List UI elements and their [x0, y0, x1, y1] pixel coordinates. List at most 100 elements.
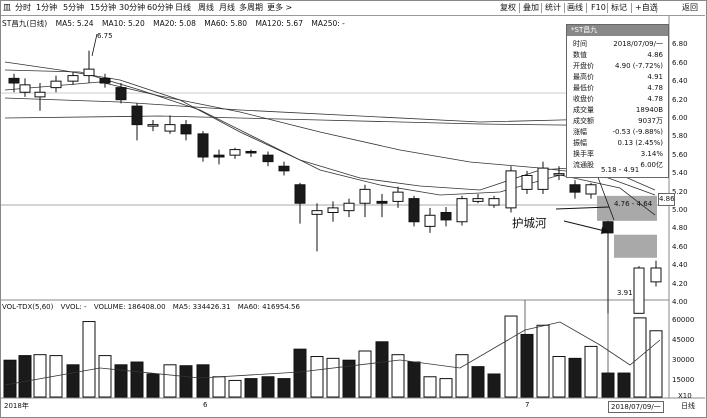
volume-bar	[98, 355, 112, 398]
volume-bar	[455, 354, 469, 398]
panel-row-low: 最低价 4.78	[573, 84, 663, 92]
candle-body	[229, 149, 241, 156]
tab-5min[interactable]: 5分钟	[63, 3, 85, 12]
volume-bar	[584, 345, 598, 398]
fuquan-button[interactable]: 复权	[500, 3, 516, 12]
volume-bar	[375, 341, 389, 398]
candle-body	[505, 170, 517, 209]
tab-daily[interactable]: 日线	[175, 3, 191, 12]
mark-button[interactable]: 标记	[611, 3, 627, 12]
volume-bar	[326, 357, 340, 398]
candle-body	[359, 188, 371, 204]
moat-annotation: 护城河	[512, 216, 547, 230]
candle-body	[327, 207, 339, 213]
panel-row-amplitude: 振幅 0.13 (2.45%)	[573, 139, 663, 147]
draw-button[interactable]: 画线	[567, 3, 583, 12]
ma-line-1	[4, 69, 656, 216]
volume-bar	[196, 364, 210, 398]
tab-30min[interactable]: 30分钟	[119, 3, 146, 12]
ma60-value: MA60: 5.80	[204, 19, 248, 28]
ma120-value: MA120: 5.67	[255, 19, 303, 28]
volume-bar	[228, 379, 242, 398]
moat-arrowhead	[601, 227, 609, 234]
candle-body	[456, 198, 468, 223]
volume-bar	[633, 317, 647, 398]
candle-body	[392, 191, 404, 202]
volume-ma-line	[4, 321, 661, 386]
f10-button[interactable]: F10	[591, 3, 606, 12]
tab-multi-period[interactable]: 多周期	[239, 3, 263, 12]
panel-row-turnover: 换手率 3.14%	[573, 150, 663, 158]
zoom-label: X10	[678, 392, 692, 400]
candle-body	[650, 267, 662, 283]
volume-bar	[439, 378, 453, 398]
volume-bar	[520, 333, 534, 398]
x-label-june: 6	[203, 401, 208, 409]
gap-range-lower: 4.76 - 4.64	[614, 200, 653, 208]
volume-bar	[649, 330, 663, 398]
candle-body	[343, 202, 355, 212]
volume-bar	[277, 378, 291, 398]
panel-row-open: 开盘价 4.90 (-7.72%)	[573, 62, 663, 70]
tab-60min[interactable]: 60分钟	[147, 3, 174, 12]
volume-bar	[568, 357, 582, 398]
candle-body	[115, 87, 127, 101]
ma-legend: ST昌九(日线) MA5: 5.24 MA10: 5.20 MA20: 5.08…	[2, 18, 351, 29]
overlay-button[interactable]: 叠加	[523, 3, 539, 12]
candle-body	[440, 212, 452, 221]
gap-range-upper: 5.18 - 4.91	[601, 166, 640, 174]
volume-bar	[261, 376, 275, 398]
volume-bar	[487, 373, 501, 398]
volume-bar	[114, 364, 128, 398]
volume-bar	[617, 372, 631, 398]
moat-arrow	[563, 220, 610, 233]
panel-row-change: 涨幅 -0.53 (-9.88%)	[573, 128, 663, 136]
volume-bar	[310, 356, 324, 398]
cursor-price-badge: 4.86	[658, 193, 675, 206]
tb-icon[interactable]: 皿	[3, 3, 11, 12]
vol-ma5-value: MA5: 334426.31	[172, 303, 231, 311]
candle-body	[131, 105, 143, 126]
high-pointer	[91, 33, 98, 57]
candle-body	[311, 210, 323, 215]
stock-name: ST昌九(日线)	[2, 19, 48, 28]
candle-body	[19, 84, 31, 93]
vvol-value: VVOL: -	[60, 303, 87, 311]
x-label-july: 7	[525, 401, 530, 409]
tab-more[interactable]: 更多 >	[267, 3, 293, 12]
add-watchlist-button[interactable]: +自选	[635, 3, 658, 12]
ma-line-2	[4, 81, 656, 196]
volume-bar	[130, 361, 144, 398]
volume-bar	[33, 354, 47, 398]
candle-body	[408, 198, 420, 223]
volume-bar	[342, 359, 356, 398]
tab-1min[interactable]: 1分钟	[36, 3, 58, 12]
volume-bar	[601, 372, 615, 398]
candle-body	[553, 173, 565, 176]
x-label-start: 2018年	[4, 402, 29, 410]
candle-body	[521, 175, 533, 190]
ma20-value: MA20: 5.08	[153, 19, 196, 28]
candle-body	[569, 184, 581, 193]
tab-15min[interactable]: 15分钟	[90, 3, 117, 12]
tab-fenshi[interactable]: 分时	[15, 3, 31, 12]
volume-bar	[407, 361, 421, 398]
candle-body	[585, 184, 597, 195]
candle-body	[50, 80, 62, 89]
stats-button[interactable]: 统计	[545, 3, 561, 12]
tab-weekly[interactable]: 周线	[198, 3, 214, 12]
back-button[interactable]: 返回	[682, 3, 698, 12]
tab-monthly[interactable]: 月线	[219, 3, 235, 12]
volume-bar	[423, 376, 437, 398]
candle-body	[262, 154, 274, 163]
moat-arrow-2	[555, 206, 610, 210]
candle-body	[83, 68, 95, 77]
volume-bar	[244, 378, 258, 398]
candle-body	[34, 91, 46, 98]
candle-body	[537, 167, 549, 190]
volume-bar	[391, 354, 405, 398]
volume-bar	[293, 348, 307, 398]
candle-body	[8, 77, 20, 84]
candle-body	[245, 150, 257, 154]
